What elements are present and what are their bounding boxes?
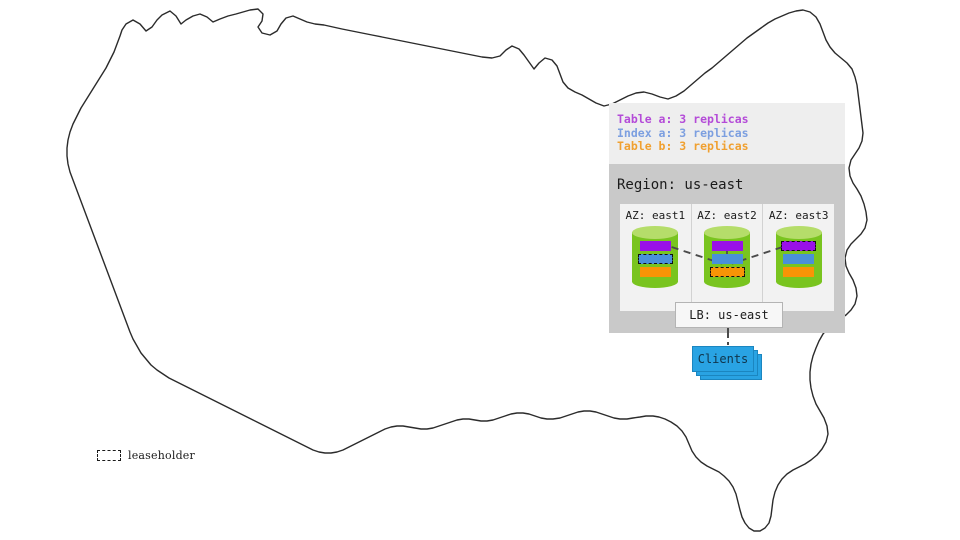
replica-index-a-east1-leaseholder — [637, 253, 673, 264]
clients-card-front[interactable]: Clients — [692, 346, 754, 372]
leaseholder-swatch-icon — [97, 450, 121, 461]
leaseholder-legend-label: leaseholder — [128, 449, 195, 462]
az-label-east3: AZ: east3 — [768, 208, 829, 222]
replica-bars-east1 — [632, 240, 678, 277]
replica-table-b-east2-leaseholder — [709, 266, 745, 277]
az-label-east1: AZ: east1 — [625, 208, 686, 222]
replica-table-a-east2 — [711, 240, 743, 251]
replica-index-a-east3 — [783, 253, 815, 264]
cylinder-cap — [632, 225, 679, 239]
region-panel: Table a: 3 replicas Index a: 3 replicas … — [609, 103, 845, 380]
clients-stack[interactable]: Clients — [692, 346, 762, 380]
cylinder-cap — [704, 225, 750, 239]
replica-table-a-east3-leaseholder — [781, 240, 817, 251]
replica-legend: Table a: 3 replicas Index a: 3 replicas … — [609, 103, 845, 164]
database-node-east1 — [632, 225, 679, 288]
replica-legend-line-table-a: Table a: 3 replicas — [617, 112, 749, 126]
database-node-east2 — [704, 225, 750, 288]
region-title: Region: us-east — [617, 176, 744, 193]
region-body: Region: us-east AZ: east1 — [609, 163, 845, 380]
replica-table-b-east1 — [639, 266, 671, 277]
cylinder-cap — [775, 225, 822, 239]
replica-table-a-east1 — [639, 240, 671, 251]
replica-legend-line-table-b: Table b: 3 replicas — [617, 139, 749, 153]
replica-legend-line-index-a: Index a: 3 replicas — [617, 125, 749, 140]
availability-zone-container: AZ: east1 AZ: east2 — [620, 203, 834, 311]
connector-lb-clients — [727, 328, 729, 347]
availability-zone-row: AZ: east1 AZ: east2 — [620, 203, 834, 311]
leaseholder-legend: leaseholder — [97, 449, 195, 462]
availability-zone-east3: AZ: east3 — [762, 203, 834, 311]
replica-bars-east2 — [704, 240, 750, 277]
replica-table-b-east3 — [783, 266, 815, 277]
load-balancer-box[interactable]: LB: us-east — [675, 302, 783, 328]
availability-zone-east2: AZ: east2 — [690, 203, 763, 311]
replica-bars-east3 — [776, 240, 822, 277]
az-label-east2: AZ: east2 — [697, 208, 757, 222]
database-node-east3 — [775, 225, 822, 288]
replica-index-a-east2 — [711, 253, 743, 264]
availability-zone-east1: AZ: east1 — [620, 204, 691, 311]
